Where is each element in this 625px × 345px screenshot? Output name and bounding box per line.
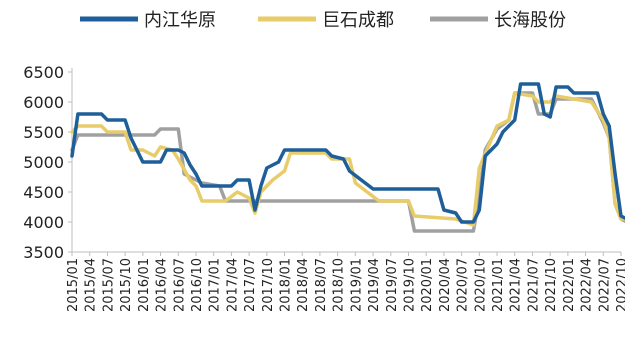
legend-label-1: 内江华原 bbox=[144, 10, 216, 31]
series-line-2 bbox=[70, 91, 625, 227]
x-tick-label: 2022/07 bbox=[597, 258, 612, 312]
y-tick-label: 6500 bbox=[23, 63, 64, 82]
x-tick-label: 2020/10 bbox=[473, 258, 488, 312]
x-tick-label: 2020/07 bbox=[456, 258, 471, 312]
y-tick-label: 4500 bbox=[23, 183, 64, 202]
x-tick-label: 2018/01 bbox=[279, 258, 294, 312]
x-tick-label: 2016/01 bbox=[137, 258, 152, 312]
legend-label-3: 长海股份 bbox=[494, 10, 566, 31]
x-tick-label: 2018/10 bbox=[332, 258, 347, 312]
x-tick-label: 2021/10 bbox=[544, 258, 559, 312]
x-axis: 2015/01 2015/04 2015/07 2015/10 2016/01 2016/… bbox=[66, 251, 625, 312]
x-tick-label: 2019/07 bbox=[385, 258, 400, 312]
x-tick-label: 2017/04 bbox=[225, 258, 240, 312]
x-tick-label: 2021/01 bbox=[491, 258, 506, 312]
x-tick-label: 2021/04 bbox=[509, 258, 524, 312]
x-tick-label: 2022/04 bbox=[580, 258, 595, 312]
x-tick-label: 2016/10 bbox=[190, 258, 205, 312]
x-tick-label: 2019/01 bbox=[349, 258, 364, 312]
x-tick-label: 2015/01 bbox=[66, 258, 81, 312]
x-tick-label: 2015/10 bbox=[119, 258, 134, 312]
x-tick-label: 2017/01 bbox=[208, 258, 223, 312]
x-tick-label: 2020/04 bbox=[438, 258, 453, 312]
y-tick-label: 4000 bbox=[23, 213, 64, 232]
series-lines bbox=[70, 82, 625, 233]
x-tick-label: 2019/04 bbox=[367, 258, 382, 312]
x-tick-label: 2017/10 bbox=[261, 258, 276, 312]
x-tick-label: 2020/01 bbox=[420, 258, 435, 312]
legend: 内江华原 巨石成都 长海股份 bbox=[80, 10, 566, 31]
series-line-1 bbox=[70, 82, 625, 224]
x-tick-label: 2018/07 bbox=[314, 258, 329, 312]
x-tick-label: 2021/07 bbox=[526, 258, 541, 312]
x-tick-label: 2022/01 bbox=[562, 258, 577, 312]
x-tick-label: 2019/10 bbox=[402, 258, 417, 312]
x-tick-label: 2018/04 bbox=[296, 258, 311, 312]
x-tick-label: 2016/04 bbox=[155, 258, 170, 312]
y-tick-label: 5500 bbox=[23, 123, 64, 142]
x-tick-label: 2015/04 bbox=[84, 258, 99, 312]
x-tick-label: 2016/07 bbox=[172, 258, 187, 312]
y-axis: 3500 4000 4500 5000 5500 6000 6500 bbox=[23, 63, 73, 262]
x-tick-label: 2022/10 bbox=[615, 258, 625, 312]
y-tick-label: 6000 bbox=[23, 93, 64, 112]
legend-label-2: 巨石成都 bbox=[322, 10, 394, 31]
x-tick-label: 2015/07 bbox=[101, 258, 116, 312]
y-tick-label: 5000 bbox=[23, 153, 64, 172]
x-tick-label: 2017/07 bbox=[243, 258, 258, 312]
y-tick-label: 3500 bbox=[23, 243, 64, 262]
